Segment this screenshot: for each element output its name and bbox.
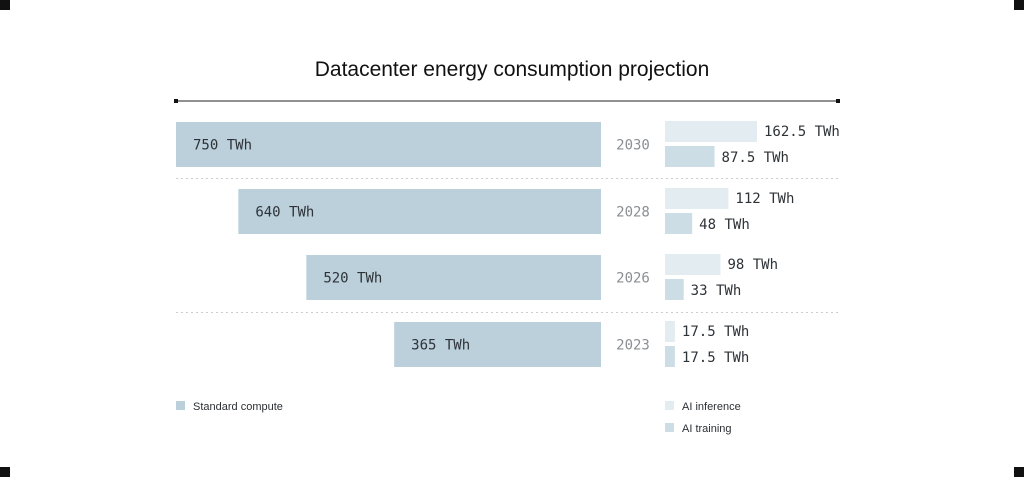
- legend-label: Standard compute: [193, 401, 283, 413]
- ai-inference-bar-2023: [665, 321, 675, 342]
- year-label: 2026: [616, 271, 650, 287]
- legend-label: AI inference: [682, 401, 741, 413]
- standard-compute-value-label: 365 TWh: [411, 338, 470, 354]
- year-label: 2028: [616, 205, 650, 221]
- ai-inference-value-label: 98 TWh: [727, 257, 778, 273]
- standard-compute-bar-2026: [306, 255, 601, 300]
- year-label: 2023: [616, 338, 650, 354]
- ai-training-bar-2030: [665, 146, 715, 167]
- legend-swatch: [176, 401, 185, 410]
- corner-mark-top-left: [0, 0, 10, 10]
- ai-training-value-label: 17.5 TWh: [682, 350, 749, 366]
- standard-compute-bar-2023: [394, 322, 601, 367]
- ai-inference-bar-2028: [665, 188, 729, 209]
- ai-training-bar-2026: [665, 279, 684, 300]
- title-rule-right-end: [836, 99, 840, 103]
- standard-compute-bar-2030: [176, 122, 601, 167]
- ai-inference-value-label: 17.5 TWh: [682, 324, 749, 340]
- ai-training-value-label: 48 TWh: [699, 217, 750, 233]
- legend-label: AI training: [682, 423, 732, 435]
- legend-swatch: [665, 423, 674, 432]
- ai-training-value-label: 33 TWh: [691, 283, 742, 299]
- chart-title: Datacenter energy consumption projection: [315, 58, 710, 81]
- legend-swatch: [665, 401, 674, 410]
- ai-inference-value-label: 162.5 TWh: [764, 124, 840, 140]
- ai-inference-value-label: 112 TWh: [735, 191, 794, 207]
- ai-training-bar-2023: [665, 346, 675, 367]
- standard-compute-value-label: 520 TWh: [323, 271, 382, 287]
- year-label: 2030: [616, 138, 650, 154]
- standard-compute-bar-2028: [238, 189, 602, 234]
- ai-training-value-label: 87.5 TWh: [722, 150, 789, 166]
- corner-mark-bottom-left: [0, 467, 10, 477]
- title-rule-left-end: [174, 99, 178, 103]
- corner-mark-bottom-right: [1014, 467, 1024, 477]
- standard-compute-value-label: 640 TWh: [255, 205, 314, 221]
- ai-training-bar-2028: [665, 213, 693, 234]
- ai-inference-bar-2026: [665, 254, 721, 275]
- corner-mark-top-right: [1014, 0, 1024, 10]
- standard-compute-value-label: 750 TWh: [193, 138, 252, 154]
- ai-inference-bar-2030: [665, 121, 757, 142]
